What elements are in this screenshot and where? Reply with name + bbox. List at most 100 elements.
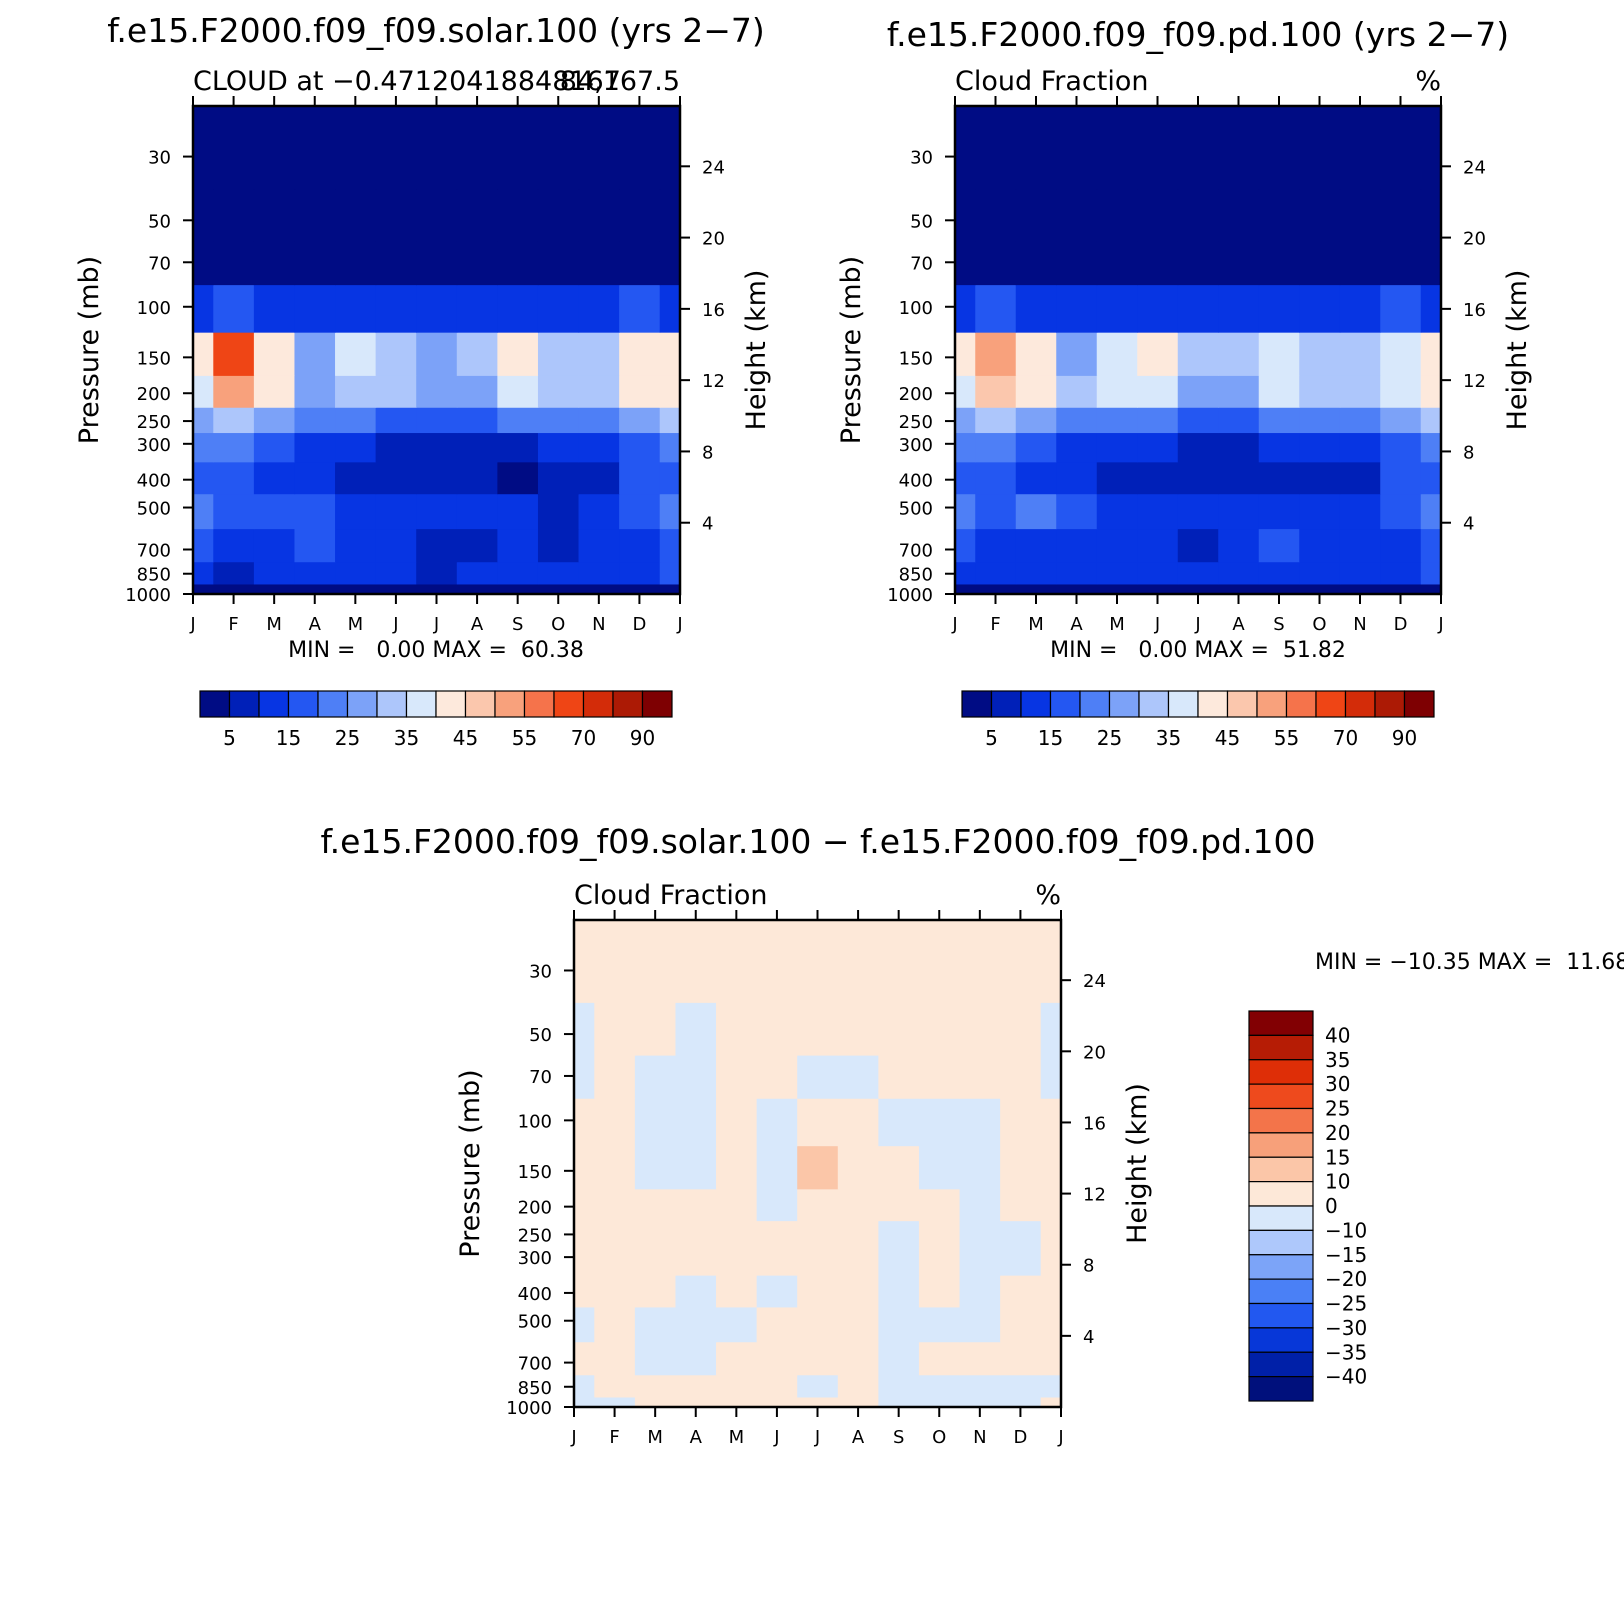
heatmap-cell xyxy=(294,583,336,595)
heatmap-cell xyxy=(193,561,214,585)
heatmap-cell xyxy=(497,528,539,563)
heatmap-cell xyxy=(1040,920,1062,1003)
heatmap-cell xyxy=(975,583,1017,595)
heatmap-cell xyxy=(213,106,255,190)
x-tick-label: F xyxy=(990,614,1000,635)
colorbar-swatch xyxy=(1138,690,1170,718)
y2-tick-label: 24 xyxy=(1463,157,1486,178)
heatmap-cell xyxy=(878,1002,920,1056)
heatmap-cell xyxy=(1015,493,1057,530)
heatmap-cell xyxy=(1096,106,1138,190)
heatmap-cell xyxy=(716,1396,758,1408)
y-tick-label: 30 xyxy=(910,148,933,169)
heatmap-cell xyxy=(918,1002,961,1056)
heatmap-cell xyxy=(975,284,1017,333)
heatmap-cell xyxy=(1420,241,1442,286)
heatmap-cell xyxy=(456,332,498,376)
heatmap-cell xyxy=(634,920,677,1003)
heatmap-cell xyxy=(878,1374,920,1398)
heatmap-cell xyxy=(797,1055,839,1099)
heatmap-cell xyxy=(1420,461,1442,495)
heatmap-cell xyxy=(574,1341,595,1376)
colorbar-label: 45 xyxy=(1215,726,1240,750)
heatmap-cell xyxy=(416,461,458,495)
heatmap-cell xyxy=(716,1341,758,1376)
colorbar-swatch xyxy=(1108,690,1140,718)
heatmap-cell xyxy=(1339,432,1381,463)
heatmap-cell xyxy=(574,1275,595,1308)
heatmap-cell xyxy=(1000,1275,1042,1308)
y2-tick-label: 16 xyxy=(702,300,725,321)
heatmap-cell xyxy=(253,561,296,585)
heatmap-cell xyxy=(659,561,681,585)
heatmap-cell xyxy=(537,375,580,408)
heatmap-cell xyxy=(537,188,580,242)
x-tick-label: M xyxy=(729,1427,745,1448)
heatmap-cell xyxy=(1177,561,1219,585)
y-tick-label: 70 xyxy=(910,253,933,274)
heatmap-cell xyxy=(1056,493,1098,530)
heatmap-cell xyxy=(659,583,681,595)
heatmap-cell xyxy=(1420,432,1442,463)
heatmap-cell xyxy=(756,1188,798,1222)
heatmap-cell xyxy=(1218,583,1260,595)
colorbar-label: −25 xyxy=(1325,1292,1367,1316)
y-tick-label: 1000 xyxy=(506,1398,552,1419)
heatmap-cell xyxy=(634,1306,677,1343)
heatmap-cell xyxy=(1096,432,1138,463)
heatmap-cell xyxy=(1299,241,1341,286)
heatmap-cell xyxy=(497,375,539,408)
heatmap-cell xyxy=(1339,493,1381,530)
heatmap-cell xyxy=(634,1145,677,1190)
colorbar-swatch xyxy=(1315,690,1347,718)
heatmap-cell xyxy=(253,432,296,463)
heatmap-cell xyxy=(213,332,255,376)
heatmap-cell xyxy=(574,1145,595,1190)
heatmap-cell xyxy=(594,1002,636,1056)
colorbar-swatch xyxy=(1248,1376,1314,1402)
heatmap-cell xyxy=(959,1396,1001,1408)
y2-tick-label: 24 xyxy=(1083,971,1106,992)
heatmap-cell xyxy=(797,1275,839,1308)
heatmap-cell xyxy=(955,461,976,495)
heatmap-cell xyxy=(1258,241,1300,286)
heatmap-cell xyxy=(1299,188,1341,242)
heatmap-cell xyxy=(659,432,681,463)
heatmap-cell xyxy=(1258,583,1300,595)
heatmap-cell xyxy=(619,188,661,242)
heatmap-cell xyxy=(375,493,417,530)
heatmap-cell xyxy=(1380,528,1422,563)
heatmap-cell xyxy=(1420,106,1442,190)
heatmap-cell xyxy=(1137,583,1179,595)
heatmap-cell xyxy=(634,1245,677,1276)
colorbar-label: −35 xyxy=(1325,1340,1367,1364)
heatmap-cell xyxy=(878,920,920,1003)
colorbar-label: −15 xyxy=(1325,1243,1367,1267)
heatmap-cell xyxy=(918,1098,961,1147)
heatmap-cell xyxy=(497,432,539,463)
heatmap-cell xyxy=(716,1188,758,1222)
colorbar-swatch xyxy=(228,690,260,718)
y2-tick-label: 12 xyxy=(1083,1185,1106,1206)
y-tick-label: 30 xyxy=(529,961,552,982)
heatmap-cell xyxy=(193,284,214,333)
y-tick-label: 50 xyxy=(148,211,171,232)
x-tick-label: M xyxy=(647,1427,663,1448)
x-tick-label: A xyxy=(309,614,322,635)
y2-tick-label: 4 xyxy=(1083,1327,1094,1348)
heatmap-cell xyxy=(659,528,681,563)
colorbar-swatch xyxy=(1248,1034,1314,1061)
heatmap-cell xyxy=(416,561,458,585)
heatmap-cell xyxy=(1258,561,1300,585)
heatmap-cell xyxy=(1177,284,1219,333)
heatmap-cell xyxy=(456,241,498,286)
heatmap-cell xyxy=(1040,1245,1062,1276)
colorbar-label: 10 xyxy=(1325,1170,1350,1194)
heatmap-cell xyxy=(716,1374,758,1398)
heatmap-cell xyxy=(1040,1396,1062,1408)
heatmap-cell xyxy=(1339,528,1381,563)
heatmap-cell xyxy=(1380,461,1422,495)
y2-tick-label: 12 xyxy=(1463,371,1486,392)
heatmap-cell xyxy=(955,528,976,563)
y2-axis-label: Height (km) xyxy=(741,270,772,431)
